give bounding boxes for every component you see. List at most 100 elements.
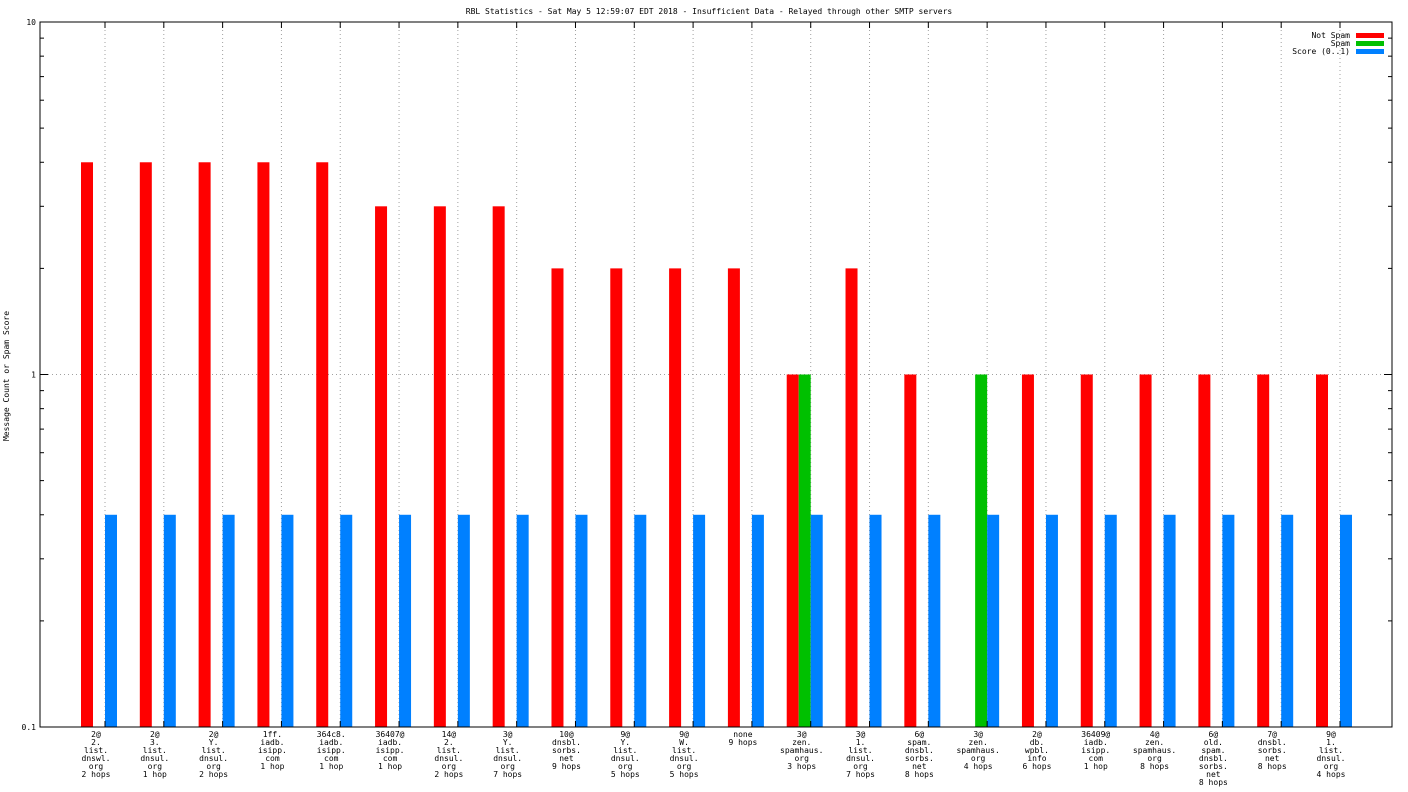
x-tick-label-line: list.	[437, 746, 461, 755]
x-tick-label: 14@ 2. list. dnsul. org 2 hops	[434, 730, 463, 779]
x-tick-label-line: 2 hops	[199, 770, 228, 779]
x-tick-label-line: org	[971, 754, 986, 763]
x-tick-label: 2@ 2. list. dnswl. org 2 hops	[82, 730, 111, 779]
x-tick-label-line: iadb.	[378, 738, 402, 747]
x-tick-label-line: net	[559, 754, 574, 763]
bar-spam	[975, 374, 988, 727]
x-tick-label-line: old.	[1204, 738, 1223, 747]
x-tick-label-line: iadb.	[319, 738, 343, 747]
legend-swatch	[1356, 49, 1384, 54]
x-tick-label: 9@ 1. list. dnsul. org 4 hops	[1317, 730, 1346, 779]
x-tick-label-line: dnsul.	[493, 754, 522, 763]
bar-score-0-1	[1222, 514, 1235, 727]
x-tick-label-line: org	[677, 762, 692, 771]
bar-score-0-1	[987, 514, 1000, 727]
x-tick-label-line: org	[500, 762, 515, 771]
x-tick-label: 36409@ iadb. isipp. com 1 hop	[1081, 730, 1110, 771]
bar-not-spam	[610, 268, 623, 727]
x-tick-label-line: dnsbl.	[552, 738, 581, 747]
bar-score-0-1	[1163, 514, 1176, 727]
x-tick-label-line: 9@	[1326, 730, 1336, 739]
x-tick-label-line: 2 hops	[434, 770, 463, 779]
x-tick-label-line: spam.	[1201, 746, 1225, 755]
bar-not-spam	[904, 374, 917, 727]
x-tick-label: 9@ Y. list. dnsul. org 5 hops	[611, 730, 640, 779]
x-tick-label-line: org	[794, 754, 809, 763]
x-tick-label-line: 8 hops	[1258, 762, 1287, 771]
x-tick-label-line: list.	[672, 746, 696, 755]
x-tick-label-line: org	[89, 762, 104, 771]
bar-not-spam	[492, 206, 505, 727]
bar-score-0-1	[340, 514, 353, 727]
x-tick-label-line: spam.	[907, 738, 931, 747]
x-tick-label-line: isipp.	[376, 746, 405, 755]
x-tick-label-line: 4 hops	[1317, 770, 1346, 779]
x-tick-label-line: sorbs.	[1258, 746, 1287, 755]
x-tick-label-line: net	[1206, 770, 1221, 779]
x-tick-label: 6@ spam. dnsbl. sorbs. net 8 hops	[905, 730, 934, 779]
bar-score-0-1	[928, 514, 941, 727]
x-tick-label-line: 2@	[91, 730, 101, 739]
bar-score-0-1	[1045, 514, 1058, 727]
bar-score-0-1	[105, 514, 117, 727]
x-tick-label: none 9 hops	[728, 730, 757, 747]
x-tick-label-line: 3@	[797, 730, 807, 739]
bar-score-0-1	[281, 514, 294, 727]
x-tick-label-line: 3 hops	[787, 762, 816, 771]
x-tick-label: 2@ Y. list. dnsul. org 2 hops	[199, 730, 228, 779]
bar-score-0-1	[1340, 514, 1352, 727]
x-tick-label: 4@ zen. spamhaus. org 8 hops	[1133, 730, 1176, 771]
bar-not-spam	[1080, 374, 1093, 727]
bar-not-spam	[139, 162, 152, 727]
y-tick-label: 0.1	[22, 723, 37, 732]
bar-score-0-1	[1281, 514, 1294, 727]
x-tick-label-line: 3@	[856, 730, 866, 739]
x-tick-label-line: 8 hops	[905, 770, 934, 779]
bar-score-0-1	[810, 514, 823, 727]
x-tick-label-line: Y.	[620, 738, 630, 747]
x-tick-label-line: 1 hop	[319, 762, 343, 771]
x-tick-label-line: dnsbl.	[905, 746, 934, 755]
x-tick-label-line: Y.	[209, 738, 219, 747]
bar-score-0-1	[399, 514, 412, 727]
y-tick-labels: 0.1 1 10	[22, 18, 37, 732]
x-tick-label-line: 1.	[1326, 738, 1336, 747]
x-tick-label-line: net	[912, 762, 927, 771]
x-tick-label-line: 36407@	[376, 730, 405, 739]
chart-title: RBL Statistics - Sat May 5 12:59:07 EDT …	[466, 7, 953, 16]
x-tick-label-line: 9@	[679, 730, 689, 739]
x-tick-label-line: 9 hops	[728, 738, 757, 747]
x-tick-label-line: org	[853, 762, 868, 771]
x-tick-labels: 2@ 2. list. dnswl. org 2 hops 2@ 3. list. dnsul. o…	[82, 730, 1346, 787]
x-tick-label-line: wpbl.	[1025, 746, 1049, 755]
x-tick-label-line: isipp.	[1081, 746, 1110, 755]
x-tick-label-line: dnsbl.	[1258, 738, 1287, 747]
x-tick-label: 364c8. iadb. isipp. com 1 hop	[317, 730, 346, 771]
x-tick-label-line: 9 hops	[552, 762, 581, 771]
bar-score-0-1	[575, 514, 588, 727]
x-tick-label-line: 2@	[209, 730, 219, 739]
x-tick-label-line: 10@	[559, 730, 574, 739]
x-tick-label-line: dnsul.	[1317, 754, 1346, 763]
x-tick-label-line: 2.	[91, 738, 101, 747]
x-tick-label: 2@ 3. list. dnsul. org 1 hop	[140, 730, 169, 779]
x-tick-label: 2@ db. wpbl. info 6 hops	[1022, 730, 1051, 771]
bar-not-spam	[1316, 374, 1328, 727]
x-tick-label-line: 7 hops	[493, 770, 522, 779]
x-tick-label-line: 4 hops	[964, 762, 993, 771]
x-tick-label-line: 7@	[1267, 730, 1277, 739]
bar-not-spam	[198, 162, 211, 727]
x-tick-label-line: list.	[84, 746, 108, 755]
x-tick-label-line: iadb.	[260, 738, 284, 747]
bar-score-0-1	[516, 514, 529, 727]
bar-not-spam	[1198, 374, 1211, 727]
bar-score-0-1	[869, 514, 882, 727]
x-tick-label-line: 3@	[503, 730, 513, 739]
x-tick-label-line: list.	[613, 746, 637, 755]
x-tick-label-line: dnsul.	[670, 754, 699, 763]
x-tick-label-line: 1 hop	[378, 762, 402, 771]
x-tick-label-line: spamhaus.	[956, 746, 999, 755]
x-tick-label-line: dnsul.	[434, 754, 463, 763]
